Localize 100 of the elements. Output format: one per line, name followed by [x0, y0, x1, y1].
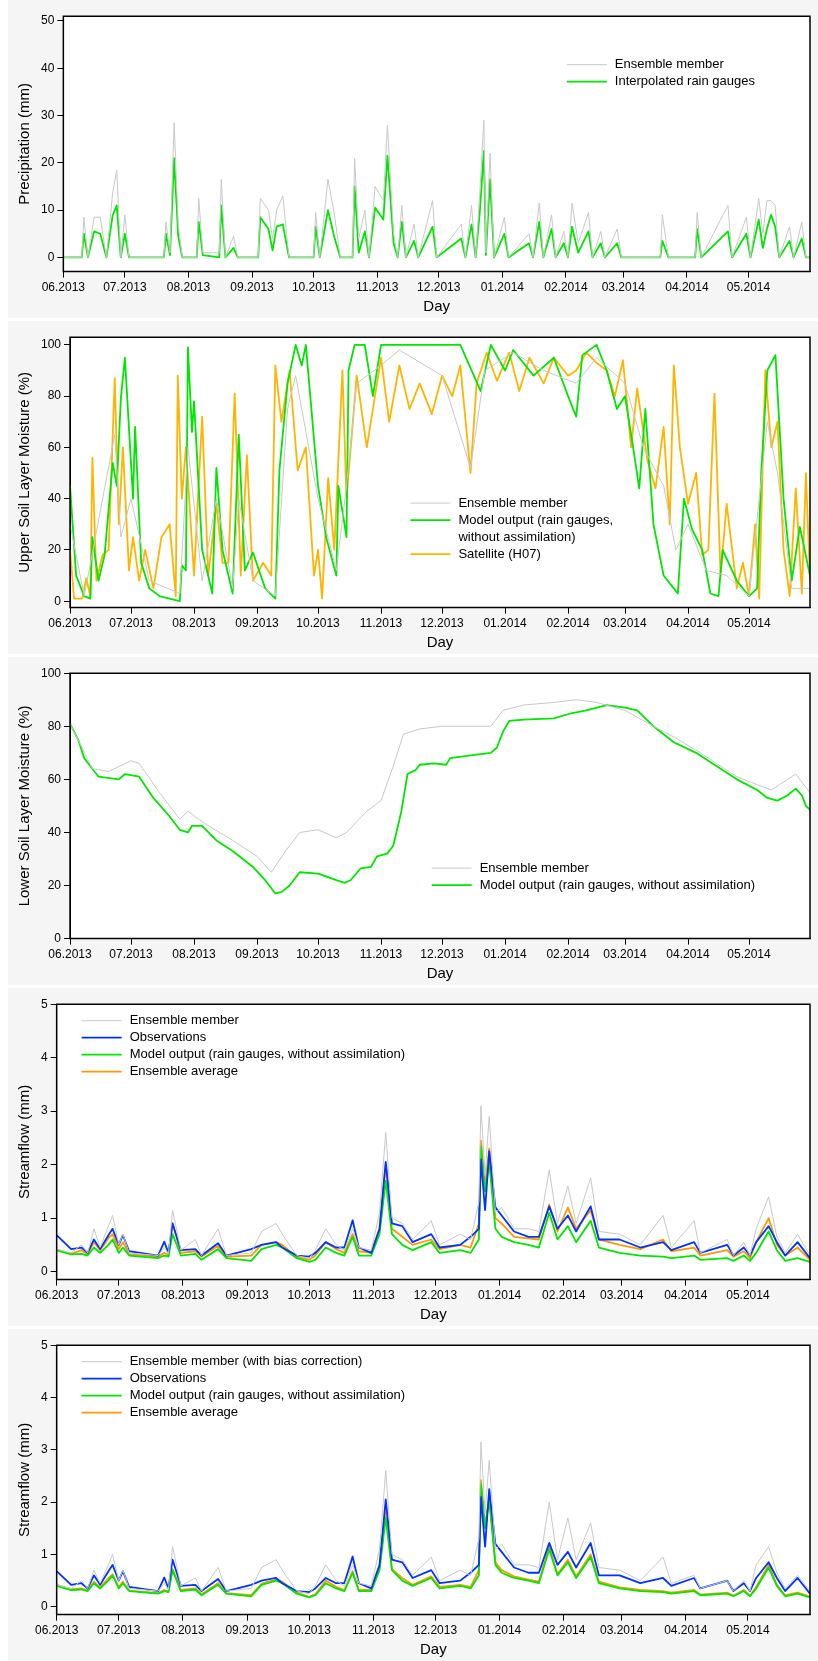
x-tick-label: 10.2013 [287, 1623, 332, 1638]
y-tick-label: 0 [40, 1599, 48, 1614]
x-tick-label: 06.2013 [48, 616, 93, 631]
y-tick-label: 5 [40, 1337, 48, 1352]
x-tick-label: 04.2014 [666, 616, 711, 631]
x-tick-label: 07.2013 [97, 1288, 141, 1303]
x-tick-label: 02.2014 [546, 947, 591, 962]
x-tick-label: 02.2014 [542, 1623, 586, 1638]
y-tick-label: 60 [47, 439, 62, 454]
legend-label: Ensemble member [479, 859, 590, 875]
y-tick-label: 100 [40, 337, 62, 352]
y-tick-label: 0 [40, 1263, 48, 1278]
x-tick-label: 05.2014 [727, 616, 772, 631]
x-tick-label: 04.2014 [665, 280, 709, 295]
x-tick-label: 11.2013 [352, 1623, 395, 1638]
x-tick-label: 01.2014 [483, 616, 528, 631]
y-tick-label: 100 [40, 665, 62, 680]
x-tick-label: 02.2014 [542, 1288, 586, 1303]
legend-label: Ensemble average [129, 1404, 239, 1420]
legend-label: Observations [129, 1029, 207, 1045]
y-tick-label: 4 [40, 1049, 48, 1064]
y-tick-label: 40 [40, 60, 55, 75]
x-tick-label: 01.2014 [480, 280, 525, 295]
x-tick-label: 05.2014 [726, 1288, 770, 1303]
legend-label: Satellite (H07) [458, 545, 541, 561]
x-tick-label: 03.2014 [599, 1623, 644, 1638]
y-tick-label: 2 [40, 1156, 48, 1171]
x-tick-label: 10.2013 [296, 616, 341, 631]
x-tick-label: 05.2014 [727, 947, 772, 962]
y-axis-title: Lower Soil Layer Moisture (%) [15, 705, 33, 907]
x-tick-label: 11.2013 [355, 280, 399, 295]
y-axis-title: Streamflow (mm) [15, 1422, 33, 1537]
x-tick-label: 11.2013 [359, 947, 403, 962]
y-tick-label: 20 [47, 542, 62, 557]
x-tick-label: 03.2014 [603, 616, 648, 631]
y-tick-label: 4 [40, 1389, 48, 1404]
legend-label: Observations [129, 1370, 207, 1386]
y-tick-label: 20 [47, 877, 62, 892]
legend-label: Ensemble average [129, 1063, 239, 1079]
y-tick-label: 3 [40, 1442, 48, 1457]
x-tick-label: 08.2013 [166, 280, 211, 295]
legend-label: Model output (rain gauges, without assimilation) [479, 876, 755, 892]
x-axis-title: Day [419, 1305, 448, 1323]
x-tick-label: 07.2013 [109, 616, 154, 631]
x-tick-label: 09.2013 [230, 280, 275, 295]
x-tick-label: 12.2013 [413, 1288, 458, 1303]
x-tick-label: 02.2014 [546, 616, 591, 631]
x-tick-label: 06.2013 [48, 947, 93, 962]
x-tick-label: 06.2013 [34, 1623, 79, 1638]
x-axis-title: Day [426, 633, 454, 651]
x-tick-label: 03.2014 [599, 1288, 644, 1303]
x-tick-label: 10.2013 [291, 280, 336, 295]
legend-label: Ensemble member [129, 1012, 240, 1028]
x-tick-label: 04.2014 [664, 1288, 708, 1303]
y-axis-title: Streamflow (mm) [15, 1084, 33, 1199]
legend-label: Model output (rain gauges, without assimilation) [457, 511, 614, 544]
x-tick-label: 07.2013 [103, 280, 147, 295]
x-tick-label: 09.2013 [235, 616, 280, 631]
x-tick-label: 01.2014 [477, 1288, 522, 1303]
x-axis-title: Day [423, 297, 451, 315]
x-tick-label: 04.2014 [664, 1623, 708, 1638]
x-axis-title: Day [419, 1640, 448, 1658]
x-tick-label: 08.2013 [172, 947, 217, 962]
y-tick-label: 40 [47, 824, 62, 839]
y-tick-label: 0 [47, 249, 55, 264]
y-tick-label: 5 [40, 996, 48, 1011]
x-tick-label: 12.2013 [413, 1623, 458, 1638]
x-tick-label: 09.2013 [225, 1623, 270, 1638]
legend-label: Ensemble member (with bias correction) [129, 1353, 363, 1369]
y-tick-label: 20 [40, 155, 55, 170]
y-tick-label: 0 [54, 593, 62, 608]
x-axis-title: Day [426, 964, 454, 982]
y-tick-label: 30 [40, 107, 55, 122]
x-tick-label: 08.2013 [161, 1288, 205, 1303]
x-tick-label: 06.2013 [41, 280, 86, 295]
y-tick-label: 40 [47, 490, 62, 505]
x-tick-label: 12.2013 [420, 947, 465, 962]
x-tick-label: 03.2014 [603, 947, 648, 962]
x-tick-label: 11.2013 [359, 616, 403, 631]
x-tick-label: 08.2013 [172, 616, 217, 631]
x-tick-label: 03.2014 [601, 280, 646, 295]
x-tick-label: 11.2013 [352, 1288, 395, 1303]
x-tick-label: 06.2013 [34, 1288, 79, 1303]
legend-label: Model output (rain gauges, without assimilation) [129, 1046, 405, 1062]
legend-label: Interpolated rain gauges [614, 73, 756, 89]
y-tick-label: 0 [54, 930, 62, 945]
y-tick-label: 2 [40, 1494, 48, 1509]
x-tick-label: 07.2013 [97, 1623, 141, 1638]
y-tick-label: 3 [40, 1103, 48, 1118]
x-tick-label: 08.2013 [161, 1623, 205, 1638]
y-tick-label: 1 [40, 1210, 48, 1225]
legend-label: Ensemble member [614, 56, 725, 72]
x-tick-label: 05.2014 [726, 1623, 770, 1638]
x-tick-label: 12.2013 [420, 616, 465, 631]
x-tick-label: 01.2014 [483, 947, 528, 962]
y-axis-title: Upper Soil Layer Moisture (%) [15, 371, 33, 573]
x-tick-label: 07.2013 [109, 947, 154, 962]
y-tick-label: 60 [47, 771, 62, 786]
legend-label: Model output (rain gauges, without assimilation) [129, 1387, 405, 1403]
y-tick-label: 50 [40, 13, 55, 28]
